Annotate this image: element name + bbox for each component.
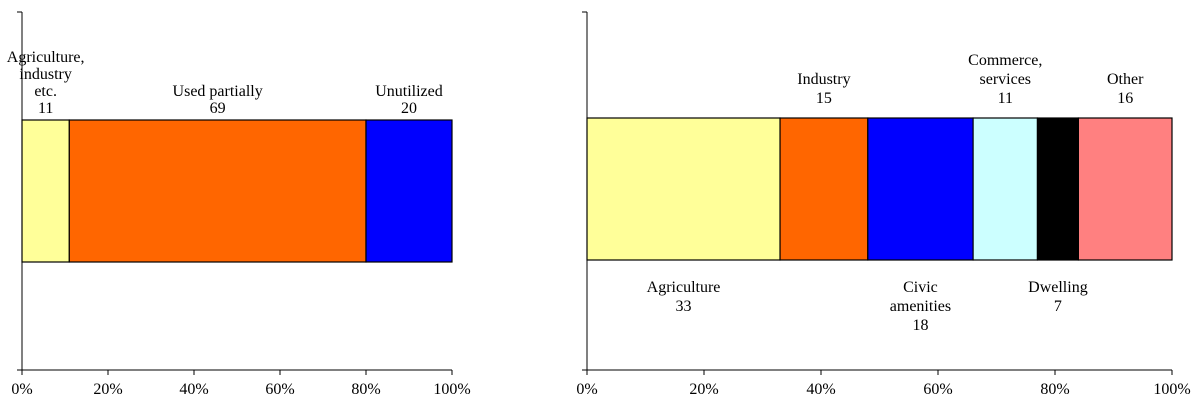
- chart2-segment-value: 16: [1117, 90, 1133, 107]
- chart2-segment-value: 7: [1054, 298, 1062, 315]
- chart1-segment-name: industry: [19, 66, 71, 83]
- chart1-bar-segment: [365, 119, 453, 263]
- chart2-x-tick-label: 40%: [806, 381, 835, 398]
- chart2-segment-name: Agriculture: [647, 279, 721, 296]
- chart1-segment-value: 69: [210, 100, 226, 117]
- chart2-bar-segment: [867, 117, 974, 261]
- chart1-segment-label: Unutilized 20: [375, 83, 443, 117]
- chart2-segment-name: services: [980, 71, 1032, 88]
- chart2-segment-name: amenities: [890, 298, 951, 315]
- chart2-bar-segment: [972, 117, 1039, 261]
- chart1-segment-label: Used partially 69: [173, 83, 263, 117]
- chart1-x-tick-label: 60%: [265, 381, 294, 398]
- chart2-bar-segment: [779, 117, 869, 261]
- chart2-segment-label: Civic amenities 18: [890, 279, 951, 334]
- chart1-x-tick-label: 0%: [11, 381, 32, 398]
- chart2-segment-name: Commerce,: [968, 52, 1042, 69]
- chart1-x-tick-label: 20%: [93, 381, 122, 398]
- chart2-x-tick-label: 80%: [1040, 381, 1069, 398]
- chart1-x-tick-label: 40%: [179, 381, 208, 398]
- chart2-bar-segment: [1036, 117, 1079, 261]
- chart2-bar-segment: [586, 117, 781, 261]
- chart2-segment-value: 15: [816, 90, 832, 107]
- chart2-segment-label: Agriculture 33: [647, 279, 721, 315]
- chart1-segment-label: Agriculture, industry etc. 11: [7, 49, 85, 117]
- chart1-x-tick-label: 100%: [433, 381, 470, 398]
- chart2-x-tick-label: 100%: [1153, 381, 1190, 398]
- chart1-segment-name: Unutilized: [375, 83, 443, 100]
- chart1-segment-value: 11: [38, 100, 53, 117]
- chart2-x-tick-label: 0%: [576, 381, 597, 398]
- chart1-x-tick-label: 80%: [351, 381, 380, 398]
- chart2-x-tick-label: 60%: [923, 381, 952, 398]
- chart2-segment-label: Other 16: [1107, 71, 1144, 107]
- chart2-segment-value: 18: [912, 317, 928, 334]
- chart1-segment-name: etc.: [34, 83, 57, 100]
- chart1-segment-value: 20: [401, 100, 417, 117]
- chart2-segment-label: Dwelling 7: [1028, 279, 1088, 315]
- chart2-segment-name: Industry: [797, 71, 850, 88]
- chart-land-use-status: 0% 20% 40% 60% 80% 100% Agriculture, industry et…: [7, 11, 471, 398]
- chart2-segment-name: Other: [1107, 71, 1144, 88]
- chart2-segment-name: Dwelling: [1028, 279, 1088, 296]
- chart1-segment-name: Agriculture,: [7, 49, 85, 66]
- chart2-segment-value: 11: [998, 90, 1013, 107]
- chart1-bar-segment: [68, 119, 367, 263]
- chart2-bar-segment: [1077, 117, 1173, 261]
- chart2-x-tick-label: 20%: [689, 381, 718, 398]
- chart1-bar-segment: [21, 119, 70, 263]
- chart1-segment-name: Used partially: [173, 83, 263, 100]
- chart-land-use-by-category: 0% 20% 40% 60% 80% 100% Agriculture 33 Industry 1…: [576, 11, 1191, 398]
- chart2-segment-label: Commerce, services 11: [968, 52, 1042, 107]
- chart2-segment-name: Civic: [903, 279, 938, 296]
- chart2-segment-value: 33: [676, 298, 692, 315]
- chart2-segment-label: Industry 15: [797, 71, 850, 107]
